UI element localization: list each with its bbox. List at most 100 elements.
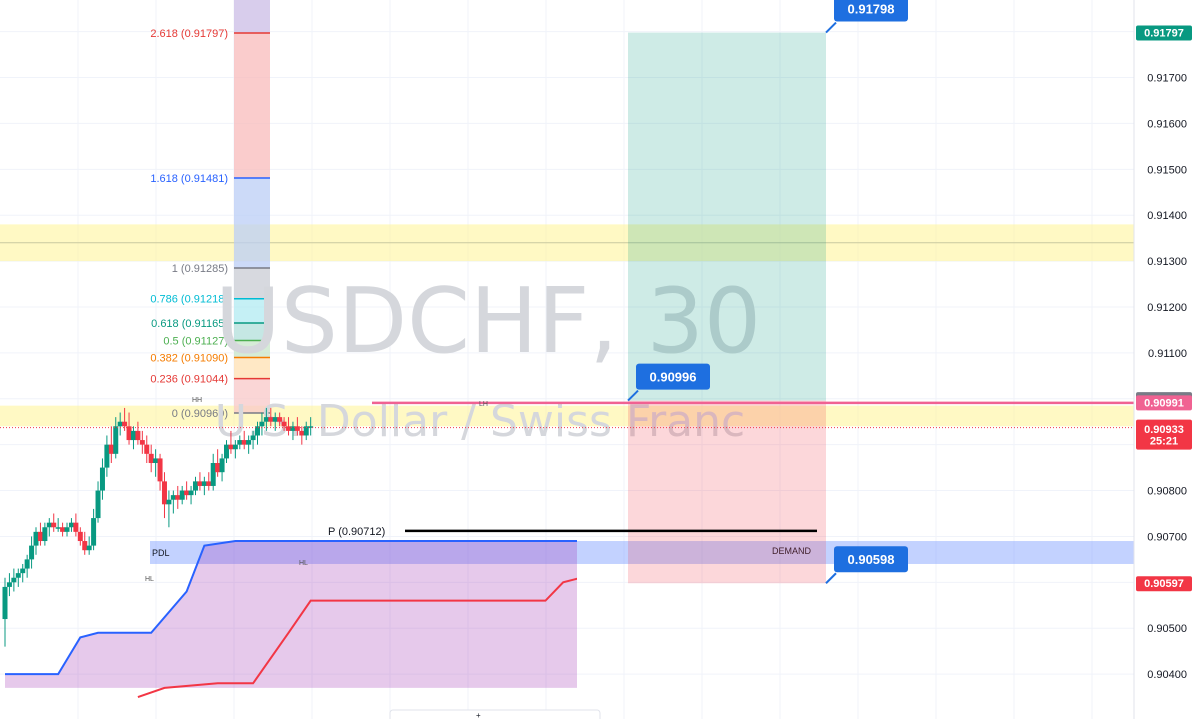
candle-body [303,426,309,436]
candle-body [15,573,21,578]
callout-pointer [825,572,837,584]
fib-band [234,323,270,341]
watermark: USDCHF, 30 U.S. Dollar / Swiss Franc [215,269,761,447]
fib-band [234,378,270,413]
callout-box [834,546,908,573]
candle-body [170,495,176,500]
fib-level-label: 2.618 (0.91797) [150,28,228,40]
candle-body [148,453,154,464]
structure-label-hh: HH [192,397,202,404]
candle-body [259,421,265,427]
price-tick: 0.91700 [1147,73,1187,85]
callout-pointer [627,389,639,402]
candle-body [20,568,26,574]
price-tag-box [1136,576,1192,592]
zones: DEMAND [0,224,1134,564]
indicator-upper-line [5,540,577,676]
candle-body [241,440,247,445]
structure-labels: HH HL LH HL PDL [145,397,488,583]
callout-pointer [825,21,837,34]
watermark-name: U.S. Dollar / Swiss Franc [215,396,745,447]
fib-band [234,178,270,268]
price-callouts[interactable]: 0.91798 0.90996 0.90598 [627,0,908,584]
fibonacci-extension[interactable]: 2.618 (0.91797) 1.618 (0.91481) 1 (0.91285… [150,0,270,420]
candle-body [153,458,159,464]
candle-body [210,463,216,486]
candle-body [135,430,141,441]
fib-level-label: 0.236 (0.91044) [150,374,228,386]
price-tick: 0.91500 [1147,164,1187,176]
candle-body [228,444,234,450]
price-tick: 0.91100 [1148,348,1187,360]
price-axis[interactable]: 0.91700 0.91600 0.91500 0.91400 0.91300 0.912… [1133,0,1197,719]
candle-body [246,440,252,445]
fib-band-top [234,0,270,34]
indicator-fill [5,541,577,688]
fib-level-label: 1 (0.91285) [172,263,228,275]
candle-body [157,458,163,482]
candle-body [268,417,274,422]
candle-body [130,430,136,441]
candle-body [237,440,243,445]
countdown-label: 25:21 [1150,436,1178,448]
fib-band [234,298,270,324]
price-tag-box [1136,422,1192,438]
candle-body [232,444,238,450]
price-tick: 0.90400 [1147,669,1187,681]
price-tag-label: 0.90991 [1144,397,1184,409]
fib-band [234,340,270,358]
fib-level-label: 0.382 (0.91090) [150,352,228,364]
candle-body [255,426,261,436]
candle-body [286,426,292,431]
time-toolbar: + [389,709,601,719]
candle-body [77,531,83,542]
price-tick: 0.90800 [1147,486,1187,498]
callout-price: 0.91798 [848,2,895,17]
candle-body [33,531,39,546]
fib-level-label: 0.5 (0.91127) [163,335,228,347]
price-tick: 0.90500 [1147,623,1187,635]
price-tag-label: 0.90933 [1144,424,1184,436]
price-tick: 0.91200 [1147,302,1187,314]
candle-body [290,426,296,431]
candle-body [201,481,207,486]
long-position-tool[interactable] [628,32,826,584]
candle-body [188,490,194,496]
candle-body [179,490,185,500]
candle-body [294,426,300,431]
candle-body [91,518,97,546]
price-tag-label: 0.90597 [1144,578,1184,590]
candle-body [299,430,305,436]
candle-body [29,545,35,560]
horizontal-lines[interactable]: P (0.90712) [0,401,1134,538]
callout-box [636,363,710,390]
candle-body [11,577,17,583]
watermark-symbol: USDCHF, 30 [215,269,761,374]
callout-price: 0.90598 [848,552,895,567]
candle-body [55,527,61,529]
candle-body [82,541,88,551]
candle-body [192,481,198,491]
candle-body [113,426,119,454]
candle-body [86,545,92,551]
candle-body [206,481,212,486]
candle-body [166,499,172,505]
candle-body [37,531,43,542]
candle-body [2,586,8,620]
fib-level-label: 1.618 (0.91481) [150,173,228,185]
candle-body [46,522,52,528]
candles [2,407,314,647]
candle-body [277,417,283,422]
fib-band [234,33,270,179]
candle-body [24,559,30,569]
pivot-label: P (0.90712) [328,526,385,538]
candle-body [95,490,101,519]
time-toolbar-box [389,709,601,719]
candle-body [224,444,229,459]
fib-level-label: 0.618 (0.91165) [151,318,228,330]
candle-body [272,417,278,422]
supply-zone-lower [0,405,1134,427]
candle-body [219,458,225,473]
candle-body [42,527,48,542]
